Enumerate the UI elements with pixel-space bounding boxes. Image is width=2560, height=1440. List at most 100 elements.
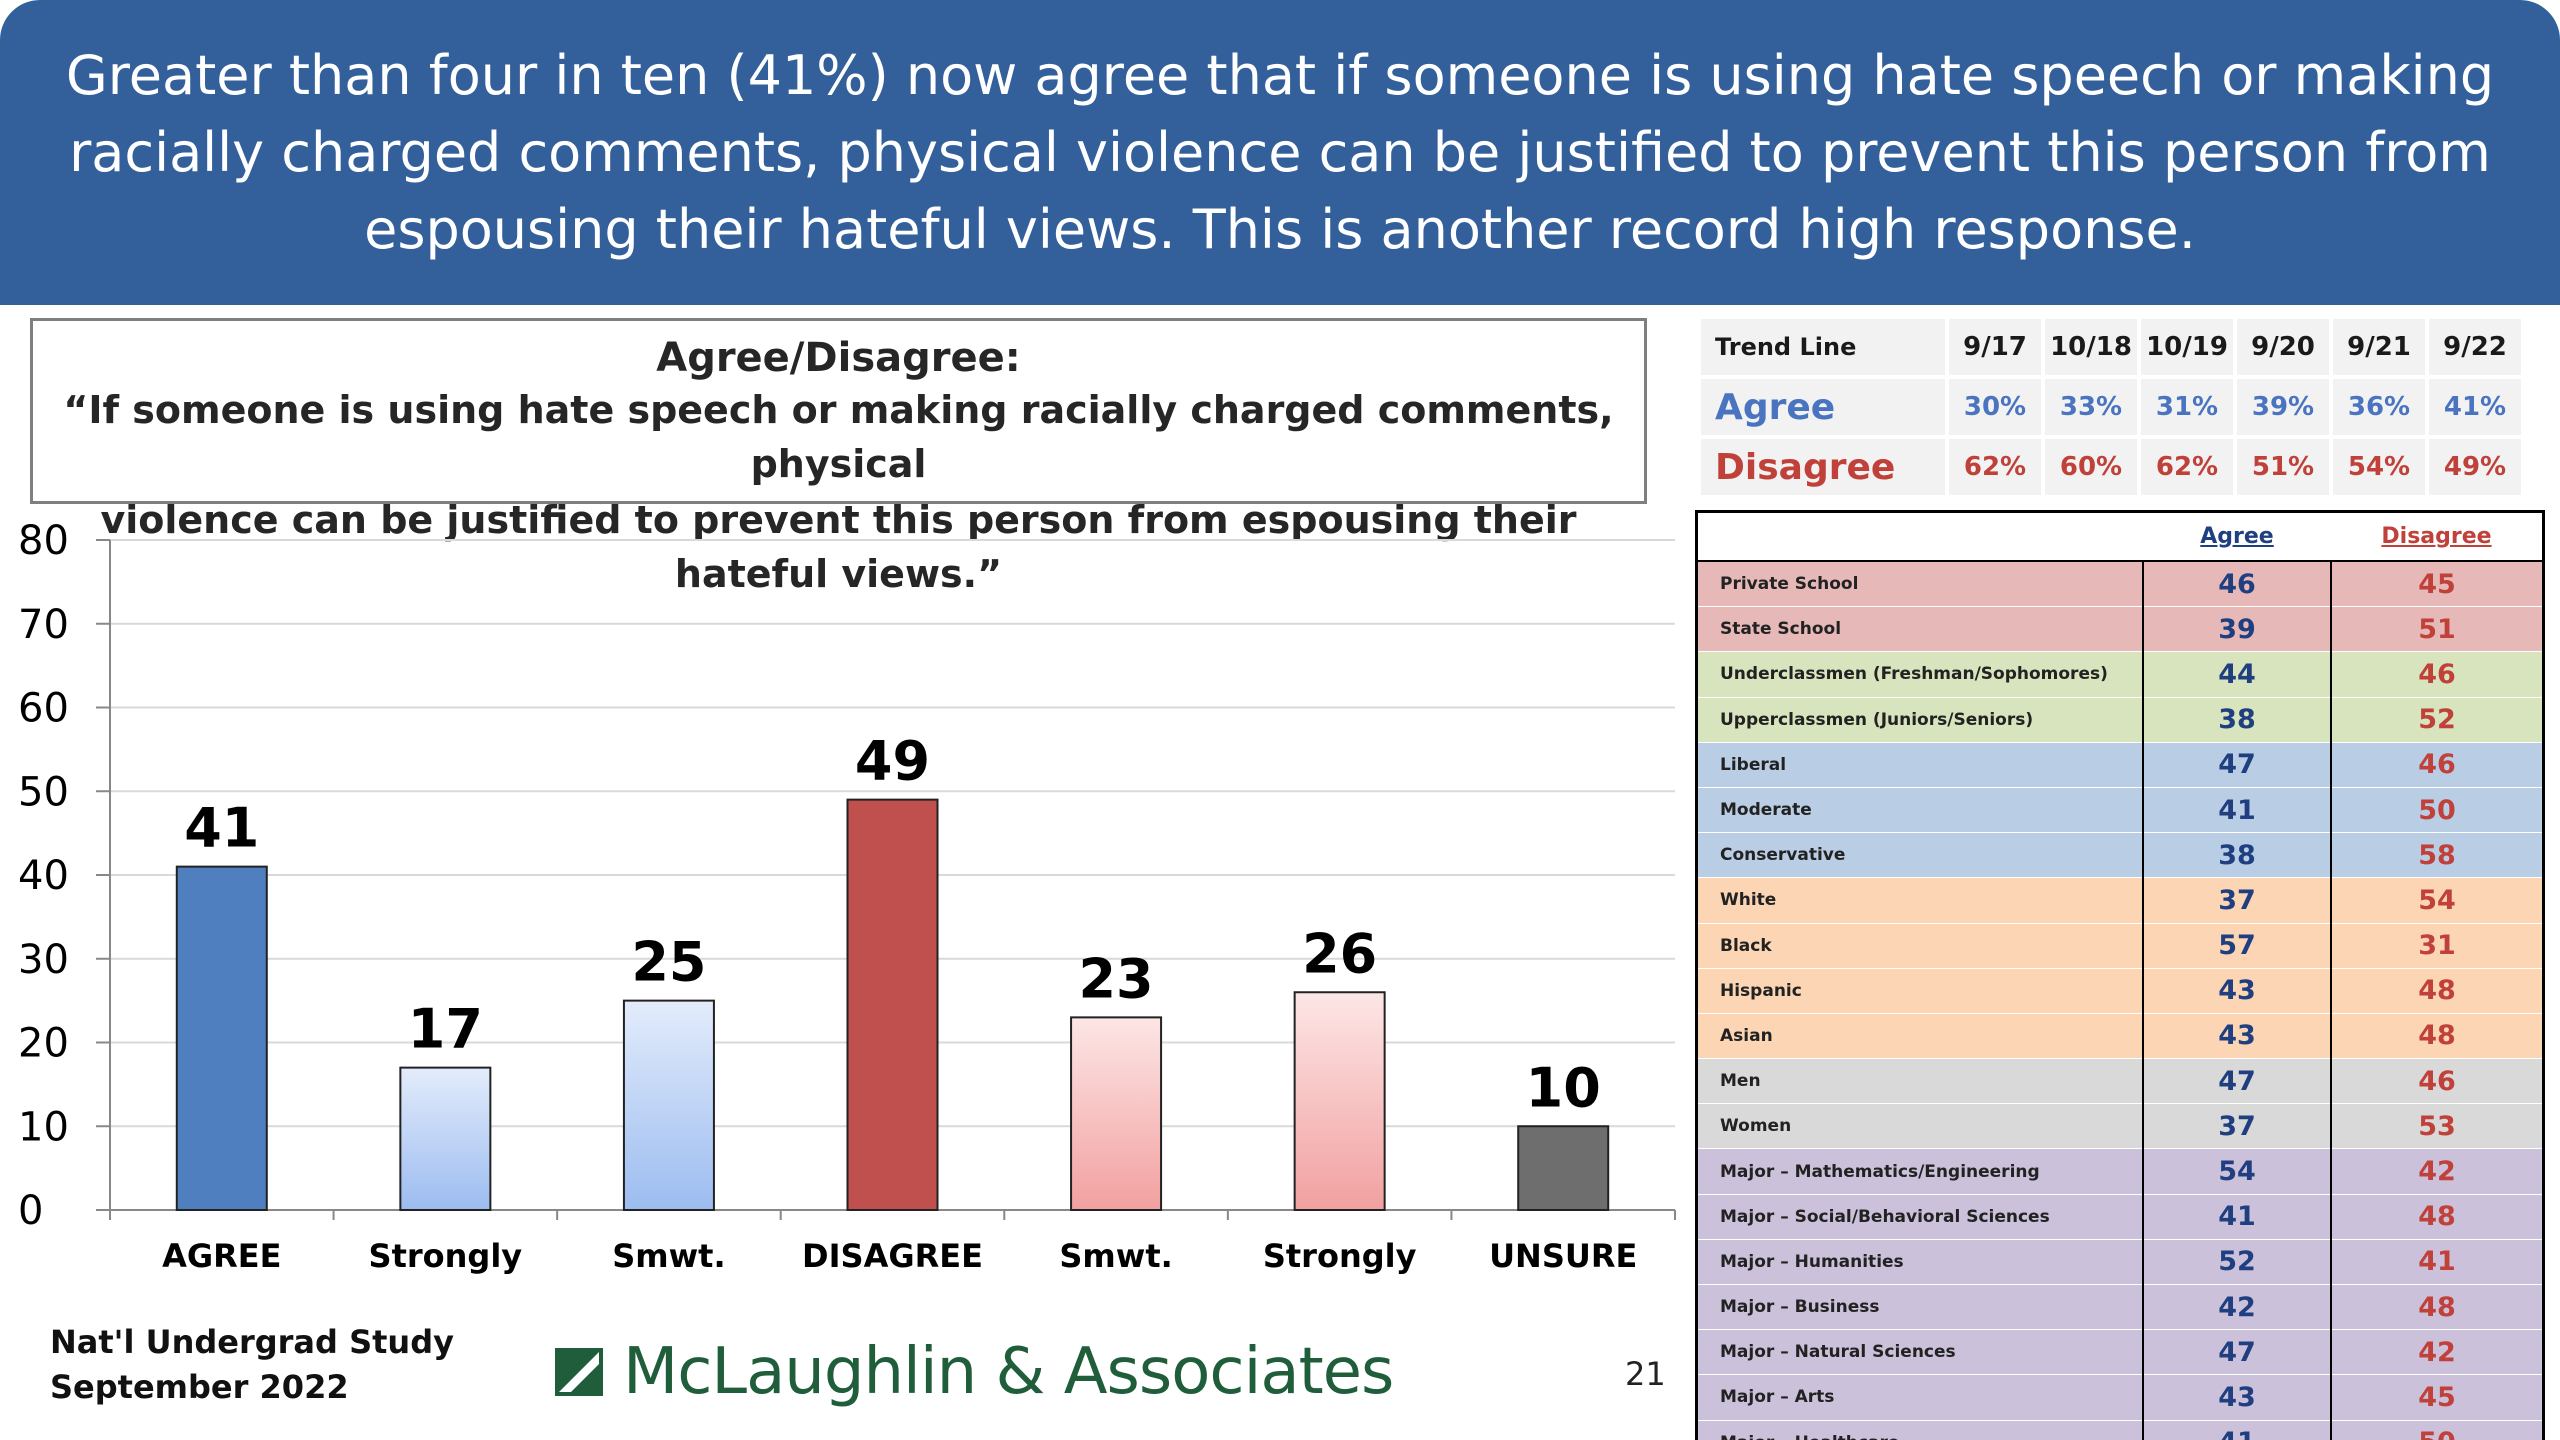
demographic-label: Women: [1698, 1103, 2143, 1149]
bar: [175, 865, 268, 1211]
trend-disagree-value: 60%: [2045, 439, 2137, 495]
demographic-agree-value: 39: [2142, 606, 2331, 652]
headline-line-1: Greater than four in ten (41%) now agree…: [65, 44, 2495, 107]
demographic-disagree-value: 50: [2330, 786, 2542, 833]
trend-agree-value: 33%: [2045, 379, 2137, 435]
demographic-label: Major – Social/Behavioral Sciences: [1698, 1193, 2143, 1240]
x-category-label: DISAGREE: [802, 1237, 983, 1275]
trend-date: 10/19: [2141, 319, 2233, 375]
x-category-label: Smwt.: [1059, 1237, 1172, 1275]
headline-text: Greater than four in ten (41%) now agree…: [50, 37, 2510, 268]
y-tick-label: 30: [18, 937, 69, 983]
demographic-row: Upperclassmen (Juniors/Seniors) 38 52: [1698, 696, 2542, 743]
demographic-agree-value: 47: [2142, 741, 2331, 788]
demographic-row: Black 57 31: [1698, 922, 2542, 969]
trend-agree-value: 39%: [2237, 379, 2329, 435]
demographic-agree-value: 43: [2142, 1012, 2331, 1059]
bar-chart: 0 10 20 30 40 50 60 70 80 41 AGREE 17 Strongly 25 Smwt…: [18, 518, 1676, 1275]
demographic-label: Underclassmen (Freshman/Sophomores): [1698, 651, 2143, 698]
demographic-agree-value: 43: [2142, 1374, 2331, 1421]
trend-disagree-label: Disagree: [1701, 439, 1945, 495]
demographic-row: Major – Social/Behavioral Sciences 41 48: [1698, 1193, 2542, 1240]
page-number: 21: [1625, 1355, 1666, 1393]
y-tick-label: 10: [18, 1104, 69, 1150]
demographic-disagree-value: 45: [2330, 560, 2542, 607]
y-tick-label: 50: [18, 769, 69, 815]
demographic-row: Major – Business 42 48: [1698, 1283, 2542, 1330]
bar: [846, 798, 939, 1211]
demographic-row: Major – Healthcare4150: [1698, 1419, 2542, 1440]
demographic-disagree-value: 52: [2330, 696, 2542, 743]
trend-table: Trend Line 9/17 10/18 10/19 9/20 9/21 9/…: [1697, 315, 2560, 499]
demographic-row: Private School 46 45: [1698, 560, 2542, 607]
demographic-disagree-value: 46: [2330, 1058, 2542, 1104]
study-name: Nat'l Undergrad Study: [50, 1323, 454, 1361]
demographic-agree-value: 47: [2142, 1058, 2331, 1104]
bar-value-label: 26: [1302, 922, 1377, 985]
trend-disagree-value: 62%: [1949, 439, 2041, 495]
demographic-row: Major – Arts 43 45: [1698, 1374, 2542, 1421]
demographic-agree-value: 37: [2142, 1103, 2331, 1149]
trend-agree-value: 31%: [2141, 379, 2233, 435]
logo-mark-icon: [555, 1348, 603, 1396]
demographic-agree-value: 43: [2142, 967, 2331, 1014]
bar-value-label: 41: [184, 797, 259, 860]
demographic-row: Conservative 38 58: [1698, 832, 2542, 878]
demographic-label: White: [1698, 877, 2143, 923]
bar-value-label: 23: [1078, 947, 1153, 1010]
demographic-disagree-value: 42: [2330, 1329, 2542, 1375]
bar: [1517, 1125, 1610, 1211]
demographic-rows: Private School 46 45 State School 39 51 Underc…: [1698, 560, 2542, 1440]
demographic-row: Asian 43 48: [1698, 1012, 2542, 1059]
question-box: Agree/Disagree: “If someone is using hat…: [30, 318, 1647, 596]
demographic-disagree-value: 41: [2330, 1238, 2542, 1285]
question-line-1: “If someone is using hate speech or maki…: [63, 388, 1614, 486]
demographic-agree-value: 52: [2142, 1238, 2331, 1285]
y-tick-label: 70: [18, 602, 69, 648]
trend-agree-value: 41%: [2429, 379, 2521, 435]
bar: [622, 999, 715, 1211]
bar: [1070, 1016, 1163, 1211]
headline-line-3: espousing their hateful views. This is a…: [364, 198, 2196, 261]
trend-date: 9/17: [1949, 319, 2041, 375]
company-logo: McLaughlin & Associates: [555, 1335, 1394, 1409]
demographic-row: Liberal 47 46: [1698, 741, 2542, 788]
demographic-agree-value: 37: [2142, 877, 2331, 923]
demographic-agree-value: 41: [2142, 1419, 2331, 1440]
demographic-row: Women 37 53: [1698, 1103, 2542, 1149]
demographic-table: Agree Disagree Private School 46 45 State S…: [1695, 510, 2545, 1440]
demographic-row: Men 47 46: [1698, 1058, 2542, 1104]
x-category-label: Strongly: [369, 1237, 523, 1275]
demographic-col-disagree: Disagree: [2331, 513, 2542, 562]
bar-value-label: 49: [855, 730, 930, 793]
demographic-label: Major – Humanities: [1698, 1238, 2143, 1285]
trend-agree-value: 36%: [2333, 379, 2425, 435]
demographic-label: Conservative: [1698, 832, 2143, 878]
bar-value-label: 17: [408, 998, 483, 1061]
demographic-label: Major – Healthcare: [1698, 1419, 2143, 1440]
demographic-disagree-value: 45: [2330, 1374, 2542, 1421]
study-info: Nat'l Undergrad Study September 2022: [50, 1320, 454, 1410]
demographic-disagree-value: 42: [2330, 1148, 2542, 1195]
x-category-label: AGREE: [162, 1237, 281, 1275]
demographic-row: Underclassmen (Freshman/Sophomores) 44 46: [1698, 651, 2542, 698]
demographic-agree-value: 44: [2142, 651, 2331, 698]
bar-value-label: 25: [631, 931, 706, 994]
bar-value-label: 10: [1526, 1056, 1601, 1119]
y-tick-label: 0: [18, 1188, 43, 1234]
demographic-label: Moderate: [1698, 786, 2143, 833]
trend-date: 9/21: [2333, 319, 2425, 375]
trend-disagree-value: 54%: [2333, 439, 2425, 495]
trend-date: 10/18: [2045, 319, 2137, 375]
demographic-label: Asian: [1698, 1012, 2143, 1059]
bar: [1293, 991, 1386, 1211]
headline-line-2: racially charged comments, physical viol…: [69, 121, 2491, 184]
logo-text: McLaughlin & Associates: [623, 1335, 1394, 1409]
demographic-header-row: Agree Disagree: [1698, 513, 2542, 562]
demographic-label: Men: [1698, 1058, 2143, 1104]
demographic-agree-value: 38: [2142, 696, 2331, 743]
demographic-disagree-value: 54: [2330, 877, 2542, 923]
demographic-label: Hispanic: [1698, 967, 2143, 1014]
demographic-disagree-value: 58: [2330, 832, 2542, 878]
demographic-disagree-value: 48: [2330, 1283, 2542, 1330]
